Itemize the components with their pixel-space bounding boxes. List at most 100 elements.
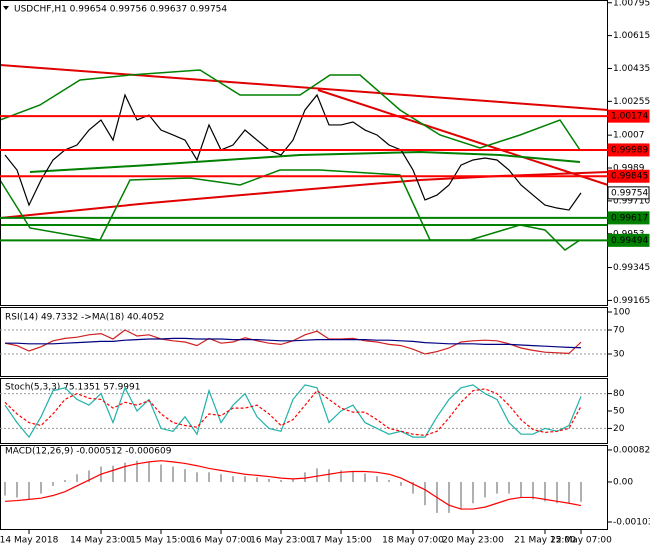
level-label-box <box>607 211 650 225</box>
frame <box>0 378 608 444</box>
level-label: 0.99754 <box>611 188 648 198</box>
histogram-bar <box>304 472 306 482</box>
histogram-bar <box>172 466 174 482</box>
y-tick-label: 1.0007 <box>613 131 645 141</box>
panel-title: MACD(12,26,9) -0.000512 -0.000609 <box>5 447 172 457</box>
x-tick-label: 22 May 07:00 <box>550 536 612 546</box>
histogram-bar <box>40 481 42 494</box>
drawings <box>0 64 609 251</box>
y-tick-label: 20 <box>613 424 625 434</box>
histogram-bar <box>424 481 426 506</box>
histogram-bar <box>28 481 30 500</box>
x-tick-label: 16 May 07:00 <box>190 536 252 546</box>
level-label: 0.99845 <box>611 172 648 182</box>
level-label: 0.99989 <box>611 145 648 155</box>
histogram-bar <box>364 473 366 482</box>
histogram-bar <box>76 474 78 482</box>
frame <box>0 307 608 377</box>
bollinger-lower <box>0 169 581 251</box>
bollinger-upper <box>0 69 581 151</box>
histogram-bar <box>88 470 90 482</box>
histogram-bar <box>472 481 474 504</box>
trendline <box>317 89 609 186</box>
y-tick-label: 1.00795 <box>613 0 650 8</box>
histogram-bar <box>4 481 6 496</box>
y-tick-label: -0.001035 <box>613 518 650 528</box>
histogram-bar <box>136 460 138 482</box>
level-label: 0.99494 <box>611 236 648 246</box>
y-tick-label: 0.00 <box>613 477 633 487</box>
histogram-bar <box>268 478 270 482</box>
histogram-bar <box>340 470 342 482</box>
histogram-bar <box>196 472 198 482</box>
histogram-bar <box>400 481 402 486</box>
x-tick-label: 18 May 07:00 <box>382 536 444 546</box>
level-label-box <box>607 143 650 157</box>
level-label-box <box>607 109 650 123</box>
histogram-bar <box>292 478 294 482</box>
y-tick-label: 70 <box>613 326 625 336</box>
histogram-bar <box>508 481 510 494</box>
histogram-bar <box>352 471 354 482</box>
panel-title: RSI(14) 49.7332 ->MA(18) 40.4052 <box>5 313 164 323</box>
histogram-bar <box>244 476 246 482</box>
y-tick-label: 0.99345 <box>613 263 650 273</box>
x-tick-label: 14 May 2018 <box>0 536 59 546</box>
histogram-bar <box>412 481 414 494</box>
y-tick-label: 0.000828 <box>613 445 650 455</box>
series-line <box>5 337 582 349</box>
y-tick-label: 1.00615 <box>613 31 650 41</box>
histogram-bar <box>256 477 258 482</box>
y-tick-label: 1.00255 <box>613 97 650 107</box>
histogram-bar <box>208 472 210 482</box>
histogram-bar <box>112 465 114 482</box>
y-tick-label: 50 <box>613 407 625 417</box>
histogram-bar <box>460 481 462 510</box>
histogram-bar <box>220 474 222 482</box>
histogram-bar <box>580 481 582 502</box>
level-label-box <box>607 233 650 247</box>
histogram-bar <box>520 481 522 498</box>
moving-average <box>29 150 581 173</box>
panel-title: USDCHF,H1 0.99654 0.99756 0.99637 0.9975… <box>14 5 227 15</box>
y-tick-label: 0.99710 <box>613 196 650 206</box>
panel-frames <box>0 0 608 530</box>
level-label-box <box>607 186 650 200</box>
histogram-bar <box>328 469 330 482</box>
series-line <box>4 388 582 436</box>
x-tick-label: 16 May 23:00 <box>250 536 312 546</box>
x-tick-label: 17 May 15:00 <box>310 536 372 546</box>
series-line <box>4 93 582 211</box>
x-tick-label: 15 May 15:00 <box>130 536 192 546</box>
histogram-bar <box>448 481 450 513</box>
histogram-bar <box>316 468 318 482</box>
histogram-bar <box>544 481 546 502</box>
level-label: 1.00174 <box>611 112 648 122</box>
histogram-bar <box>280 480 282 482</box>
level-label: 0.99617 <box>611 213 648 223</box>
histogram-bar <box>52 481 54 486</box>
y-tick-label: 1.00435 <box>613 64 650 74</box>
series-line <box>4 460 582 510</box>
y-tick-label: 30 <box>613 350 625 360</box>
histogram-bar <box>232 476 234 482</box>
histogram-bar <box>184 469 186 482</box>
histogram-bar <box>484 481 486 498</box>
series-line <box>4 384 582 439</box>
histogram-bar <box>556 481 558 504</box>
symbol-arrow <box>3 6 9 10</box>
x-tick-label: 21 May 15:00 <box>514 536 576 546</box>
trendline <box>0 64 609 111</box>
histogram-bar <box>160 464 162 482</box>
histogram-bar <box>388 480 390 482</box>
histogram-bar <box>376 476 378 482</box>
histogram-bar <box>16 481 18 498</box>
histogram-bar <box>124 462 126 482</box>
panel-title: Stoch(5,3,3) 75.1351 57.9991 <box>5 383 140 393</box>
y-tick-label: 0.99165 <box>613 296 650 306</box>
histogram-bar <box>496 481 498 494</box>
y-tick-label: 100 <box>613 308 630 318</box>
histogram-bar <box>568 481 570 504</box>
